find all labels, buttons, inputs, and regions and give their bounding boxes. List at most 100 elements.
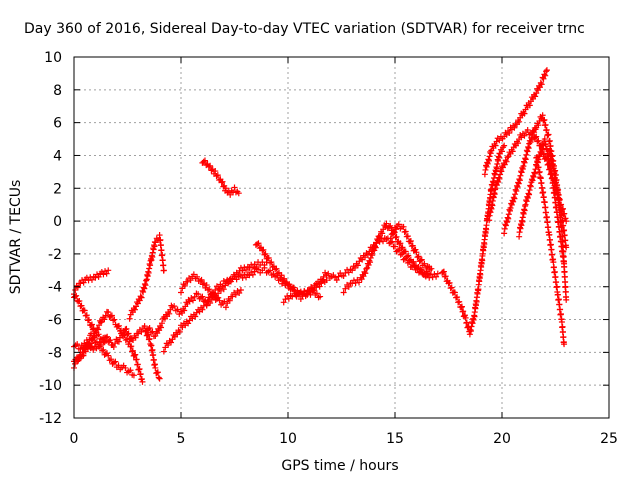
data-point: [543, 213, 550, 220]
x-tick-label: 5: [177, 431, 186, 447]
data-point: [205, 163, 212, 170]
data-point: [199, 293, 206, 300]
plot-frame: [73, 56, 610, 419]
data-point: [363, 265, 370, 272]
data-point: [415, 253, 422, 260]
data-point: [562, 283, 569, 290]
x-tick-label: 0: [70, 431, 79, 447]
data-point: [563, 296, 570, 303]
data-point: [313, 290, 320, 297]
data-point: [267, 267, 274, 274]
data-point: [521, 110, 528, 117]
data-point: [340, 289, 347, 296]
data-point: [90, 346, 97, 353]
data-point: [508, 201, 515, 208]
data-point: [542, 141, 549, 148]
data-point: [558, 311, 565, 318]
data-point: [552, 179, 559, 186]
series-trace-a: [71, 267, 112, 298]
data-point: [342, 285, 349, 292]
data-point: [547, 142, 554, 149]
data-point: [345, 283, 352, 290]
data-point: [387, 222, 394, 229]
data-point: [290, 284, 297, 291]
data-point: [88, 322, 95, 329]
data-point: [171, 303, 178, 310]
data-point: [160, 267, 167, 274]
data-point: [185, 320, 192, 327]
data-point: [456, 298, 463, 305]
data-point: [553, 278, 560, 285]
y-tick-label: -8: [48, 345, 62, 361]
data-point: [340, 273, 347, 280]
data-point: [93, 345, 100, 352]
data-point: [215, 294, 222, 301]
data-point: [249, 271, 256, 278]
data-point: [101, 316, 108, 323]
data-point: [201, 157, 208, 164]
data-point: [95, 331, 102, 338]
data-point: [110, 343, 117, 350]
data-point: [226, 297, 233, 304]
data-point: [255, 240, 262, 247]
data-point: [176, 328, 183, 335]
data-point: [366, 257, 373, 264]
data-point: [418, 256, 425, 263]
data-point: [387, 235, 394, 242]
data-point: [417, 257, 424, 264]
data-point: [418, 267, 425, 274]
data-point: [206, 286, 213, 293]
data-point: [146, 325, 153, 332]
data-point: [229, 293, 236, 300]
data-point: [157, 236, 164, 243]
data-point: [402, 248, 409, 255]
data-point: [265, 255, 272, 262]
data-point: [542, 204, 549, 211]
data-point: [548, 246, 555, 253]
data-point: [132, 334, 139, 341]
data-point: [454, 294, 461, 301]
data-point: [309, 286, 316, 293]
data-point: [516, 118, 523, 125]
data-point: [83, 312, 90, 319]
data-point: [204, 287, 211, 294]
data-point: [107, 337, 114, 344]
data-point: [231, 184, 238, 191]
data-point: [207, 299, 214, 306]
data-point: [227, 278, 234, 285]
data-point: [541, 116, 548, 123]
data-point: [354, 262, 361, 269]
data-point: [279, 276, 286, 283]
data-point: [537, 174, 544, 181]
series-trace-e: [71, 292, 110, 346]
data-point: [526, 102, 533, 109]
series-trace-o: [439, 142, 508, 338]
data-point: [367, 254, 374, 261]
data-point: [558, 319, 565, 326]
data-point: [409, 259, 416, 266]
data-point: [556, 209, 563, 216]
y-tick-label: -4: [48, 280, 62, 296]
data-point: [498, 168, 505, 175]
data-point: [383, 220, 390, 227]
y-tick-label: -10: [39, 378, 62, 394]
data-point: [122, 337, 129, 344]
data-point: [545, 131, 552, 138]
data-point: [413, 249, 420, 256]
data-point: [187, 277, 194, 284]
data-point: [367, 259, 374, 266]
data-point: [536, 168, 543, 175]
data-point: [393, 233, 400, 240]
data-point: [515, 140, 522, 147]
data-point: [458, 303, 465, 310]
data-point: [548, 156, 555, 163]
data-point: [143, 277, 150, 284]
data-point: [211, 292, 218, 299]
data-point: [345, 269, 352, 276]
data-point: [208, 167, 215, 174]
data-point: [504, 154, 511, 161]
data-point: [433, 273, 440, 280]
data-point: [451, 289, 458, 296]
data-point: [93, 338, 100, 345]
series-trace-h: [160, 259, 270, 355]
